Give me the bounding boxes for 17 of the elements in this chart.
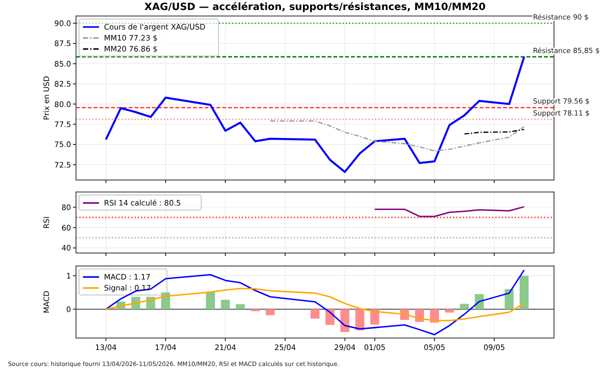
bar	[161, 292, 170, 310]
bar	[206, 292, 215, 310]
bar	[236, 304, 245, 310]
bar	[310, 309, 320, 319]
bar	[340, 309, 350, 332]
chart-title: XAG/USD — accélération, supports/résistances, MM10/MM20	[144, 2, 486, 13]
bar	[355, 309, 364, 330]
line-series	[270, 120, 525, 152]
bar	[220, 300, 230, 310]
bar	[504, 289, 514, 310]
line-series	[105, 269, 525, 336]
bar	[444, 309, 454, 313]
bar	[460, 304, 469, 310]
line-series	[374, 206, 525, 218]
line-series	[104, 56, 526, 173]
bar	[520, 276, 529, 310]
bar	[266, 309, 275, 316]
